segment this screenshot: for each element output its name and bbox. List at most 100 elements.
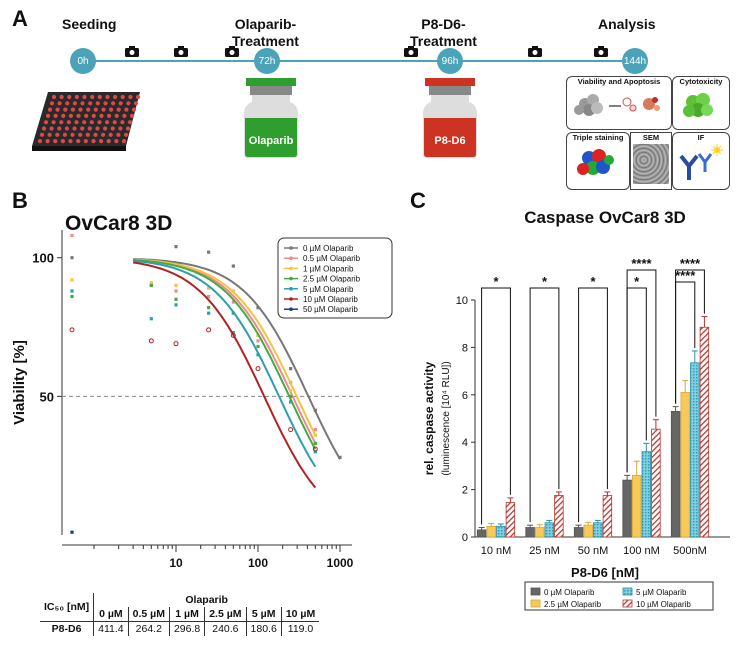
- data-point: [313, 450, 317, 454]
- well-dot: [116, 132, 121, 137]
- significance-bracket: [481, 287, 511, 525]
- x-tick-label: 100: [248, 556, 268, 570]
- data-point: [174, 245, 178, 249]
- legend-box: [277, 237, 393, 319]
- data-point: [313, 441, 317, 446]
- well-dot: [80, 126, 85, 131]
- legend-box: [524, 581, 714, 611]
- chart-title: Caspase OvCar8 3D: [524, 208, 686, 227]
- bar: [583, 524, 593, 538]
- well-dot: [59, 120, 64, 125]
- x-tick-label: 1000: [327, 556, 354, 570]
- fit-curve: [133, 258, 341, 460]
- bar: [602, 495, 613, 538]
- assay-cytotoxicity: Cytotoxicity: [672, 76, 730, 130]
- data-point: [69, 327, 75, 333]
- well-dot: [110, 126, 115, 131]
- olaparib-bottle-illustration: Olaparib: [244, 78, 298, 158]
- triple-stained-spheroid-icon: [577, 149, 614, 175]
- camera-icon: [174, 46, 188, 57]
- data-point: [231, 300, 235, 304]
- data-point: [231, 330, 235, 335]
- well-dot: [86, 107, 91, 112]
- well-dot: [127, 120, 133, 125]
- significance-label: ****: [675, 268, 696, 283]
- well-dot: [43, 120, 49, 125]
- y-tick-label: 4: [462, 437, 468, 449]
- well-dot: [82, 120, 87, 125]
- well-dot: [120, 120, 125, 125]
- bar: [631, 474, 642, 538]
- data-point: [312, 446, 318, 452]
- significance-label: ****: [680, 256, 701, 271]
- data-point: [256, 353, 260, 357]
- well-dot: [118, 126, 123, 131]
- well-dot: [101, 132, 106, 137]
- data-point: [70, 256, 74, 260]
- well-dot: [103, 126, 108, 131]
- ic50-value: 411.4: [93, 621, 129, 636]
- ic50-table-header: IC₅₀ [nM]: [40, 593, 95, 622]
- x-tick-label: 50 nM: [578, 545, 609, 557]
- well-dot: [51, 94, 57, 100]
- p8d6-bottle-illustration: P8-D6: [423, 78, 477, 158]
- stage-p8d6-label: P8-D6- Treatment: [410, 16, 477, 49]
- well-dot: [121, 139, 127, 144]
- significance-label: *: [634, 274, 640, 289]
- assay-if-label: IF: [697, 133, 705, 142]
- data-point: [70, 294, 74, 299]
- well-dot: [88, 101, 93, 106]
- bar: [496, 525, 506, 538]
- significance-label: *: [542, 274, 548, 289]
- well-dot: [82, 94, 87, 100]
- y-axis-sublabel: (luminescence [10⁴ RLU]): [441, 361, 452, 475]
- well-dot: [107, 113, 112, 118]
- bar: [622, 479, 632, 538]
- well-dot: [106, 139, 111, 144]
- well-dot: [51, 120, 56, 125]
- well-dot: [41, 126, 47, 131]
- x-axis-label: P8-D6 [nM]: [571, 565, 639, 580]
- timepoint-144h: 144h: [622, 48, 648, 74]
- fit-curve: [133, 258, 317, 436]
- assay-triple-staining-label: Triple staining: [572, 133, 624, 142]
- data-point: [256, 339, 260, 343]
- bar: [670, 410, 681, 538]
- x-tick-label: 100 nM: [623, 545, 660, 557]
- data-point: [70, 233, 74, 238]
- significance-bracket: [529, 287, 560, 523]
- well-dot: [68, 113, 73, 118]
- panel-c-label: C: [410, 188, 426, 213]
- bar: [476, 529, 487, 538]
- well-dot: [131, 107, 137, 112]
- well-dot: [37, 139, 43, 144]
- caspase-chart: Caspase OvCar8 3D 0 2 4 6 8 10 rel. caspase act…: [422, 208, 730, 611]
- well-dot: [72, 126, 77, 131]
- well-dot: [55, 132, 60, 137]
- green-spheroid-icon: [683, 93, 713, 117]
- ic50-value: 119.0: [287, 623, 314, 635]
- ic50-value: 180.6: [246, 621, 282, 636]
- ic50-table: IC₅₀ [nM] Olaparib 0 µM 0.5 µM 1 µM 2.5 …: [40, 593, 320, 636]
- bar: [593, 522, 603, 538]
- legend: 0 µM Olaparib 5 µM Olaparib 2.5 µM Olapari…: [524, 581, 714, 611]
- well-dot: [91, 113, 96, 118]
- bar: [699, 326, 710, 538]
- well-dot: [39, 132, 45, 137]
- stage-seeding-label: Seeding: [62, 16, 117, 32]
- panel-a-label: A: [12, 6, 28, 31]
- well-dot: [78, 132, 83, 137]
- panel-b-label: B: [12, 188, 28, 213]
- well-dot: [113, 94, 118, 100]
- well-dot: [59, 94, 64, 100]
- data-point: [70, 278, 74, 282]
- chart-title: OvCar8 3D: [65, 212, 172, 235]
- well-dot: [85, 132, 90, 137]
- well-dot: [89, 120, 94, 125]
- camera-icon: [225, 46, 239, 57]
- data-point: [255, 366, 261, 372]
- ic50-col-header: 5 µM: [246, 607, 282, 622]
- well-dot: [67, 94, 72, 100]
